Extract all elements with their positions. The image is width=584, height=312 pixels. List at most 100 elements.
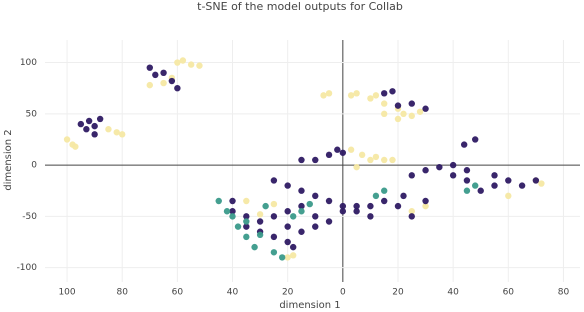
point (353, 208, 360, 215)
point (251, 243, 258, 251)
point (284, 208, 291, 215)
point (105, 126, 112, 133)
point (77, 120, 85, 128)
x-tick-label: 100 (58, 288, 75, 298)
point (243, 218, 250, 225)
point (334, 146, 341, 153)
point (449, 161, 457, 169)
point (320, 92, 327, 99)
point (449, 172, 457, 179)
point (358, 151, 366, 159)
x-tick-label: 60 (503, 288, 515, 298)
point (256, 211, 264, 218)
point (284, 254, 291, 261)
point (372, 92, 380, 99)
point (146, 81, 153, 89)
point (339, 208, 347, 215)
point (422, 105, 429, 112)
point (229, 197, 236, 205)
point (270, 233, 278, 241)
point (179, 57, 187, 64)
point (278, 254, 286, 261)
point (298, 208, 305, 215)
point (460, 141, 468, 148)
point (389, 156, 396, 164)
point (416, 108, 424, 115)
point (367, 213, 374, 220)
point (339, 202, 347, 210)
point (422, 202, 429, 210)
point (381, 197, 388, 205)
point (72, 143, 79, 150)
point (91, 122, 98, 130)
point (422, 167, 429, 174)
point (408, 100, 415, 107)
point (96, 115, 104, 123)
point (152, 71, 159, 79)
point (243, 197, 250, 205)
point (372, 192, 380, 200)
point (284, 182, 291, 189)
point (298, 187, 305, 194)
point (353, 90, 360, 97)
x-tick-label: 0 (340, 288, 346, 298)
point (270, 200, 278, 208)
point (229, 208, 236, 215)
point (243, 233, 250, 241)
point (463, 167, 471, 174)
point (422, 197, 429, 205)
point (325, 151, 333, 159)
point (367, 156, 374, 164)
point (381, 110, 388, 118)
point (284, 223, 291, 230)
point (256, 231, 264, 239)
point (394, 202, 402, 210)
point (312, 192, 319, 200)
point (325, 90, 333, 97)
point (312, 156, 319, 164)
y-tick-label: 0 (31, 161, 37, 171)
y-tick-label: -100 (17, 263, 38, 273)
point (381, 90, 388, 97)
point (472, 136, 479, 143)
point (532, 177, 540, 184)
point (243, 213, 250, 220)
point (270, 249, 278, 256)
point (234, 223, 242, 230)
point (270, 177, 278, 184)
point (372, 153, 380, 161)
point (262, 202, 269, 210)
point (463, 177, 471, 184)
point (408, 172, 415, 179)
x-tick-label: 20 (392, 288, 404, 298)
point (408, 213, 415, 220)
point (381, 156, 388, 164)
point (353, 202, 360, 210)
point (463, 187, 471, 194)
point (306, 200, 313, 208)
point (91, 131, 98, 138)
point (472, 182, 479, 189)
point (146, 64, 153, 71)
point (347, 92, 355, 99)
point (85, 117, 93, 125)
point (400, 192, 407, 200)
point (394, 102, 402, 109)
point (312, 223, 319, 230)
point (243, 223, 250, 230)
y-tick-label: 100 (20, 58, 37, 68)
point (298, 202, 305, 210)
point (289, 252, 297, 259)
point (284, 238, 291, 246)
x-axis-label: dimension 1 (279, 300, 340, 311)
point (83, 126, 90, 133)
point (289, 243, 297, 251)
point (168, 77, 176, 85)
point (187, 61, 195, 68)
point (160, 69, 167, 77)
x-tick-label: 40 (447, 288, 459, 298)
point (174, 59, 181, 66)
x-tick-label: 80 (558, 288, 570, 298)
point (394, 115, 402, 123)
